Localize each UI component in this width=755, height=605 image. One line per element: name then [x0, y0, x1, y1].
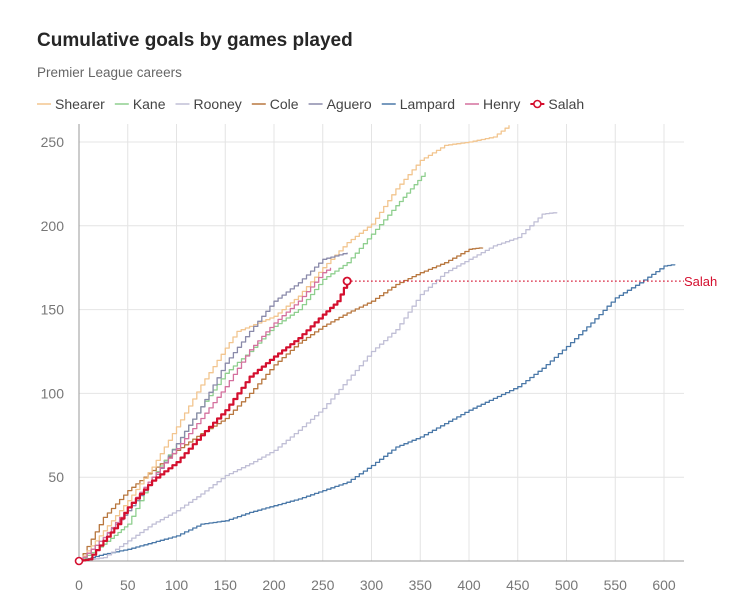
legend-item-henry: Henry [465, 96, 520, 112]
legend-item-rooney: Rooney [175, 96, 242, 112]
y-tick-label: 50 [48, 469, 64, 485]
salah-start-marker [74, 556, 84, 566]
series-line-rooney [79, 212, 558, 562]
salah-end-marker [342, 276, 352, 286]
y-tick-label: 100 [41, 385, 65, 401]
x-tick-label: 350 [409, 577, 433, 593]
legend-item-shearer: Shearer [37, 96, 105, 112]
x-tick-label: 450 [506, 577, 530, 593]
legend-label: Henry [483, 96, 520, 112]
series-line-kane [79, 172, 426, 562]
series-line-shearer [79, 125, 510, 562]
y-tick-label: 250 [41, 134, 65, 150]
series-line-henry [79, 267, 332, 562]
y-tick-label: 200 [41, 218, 65, 234]
legend-item-lampard: Lampard [381, 96, 455, 112]
x-tick-label: 100 [165, 577, 189, 593]
legend-marker [533, 99, 542, 109]
x-tick-label: 550 [604, 577, 628, 593]
x-tick-label: 50 [120, 577, 136, 593]
chart-title: Cumulative goals by games played [37, 30, 353, 51]
legend-label: Rooney [194, 96, 242, 112]
legend-label: Cole [270, 96, 299, 112]
y-tick-label: 150 [41, 302, 65, 318]
legend-label: Salah [548, 96, 584, 112]
x-tick-label: 250 [311, 577, 335, 593]
x-tick-label: 150 [214, 577, 238, 593]
legend-item-cole: Cole [251, 96, 299, 112]
x-tick-label: 500 [555, 577, 579, 593]
series-line-salah [79, 281, 349, 563]
salah-end-label: Salah [684, 274, 717, 289]
x-tick-label: 0 [75, 577, 83, 593]
series-line-lampard [79, 264, 676, 562]
legend-item-aguero: Aguero [308, 96, 372, 112]
x-tick-label: 600 [652, 577, 676, 593]
chart-subtitle: Premier League careers [37, 65, 182, 80]
legend-label: Shearer [55, 96, 105, 112]
x-tick-label: 400 [457, 577, 481, 593]
legend-label: Aguero [327, 96, 372, 112]
legend-item-kane: Kane [114, 96, 166, 112]
x-tick-label: 200 [262, 577, 286, 593]
legend-label: Kane [133, 96, 166, 112]
legend-label: Lampard [400, 96, 455, 112]
legend-item-salah: Salah [530, 96, 584, 112]
x-tick-label: 300 [360, 577, 384, 593]
